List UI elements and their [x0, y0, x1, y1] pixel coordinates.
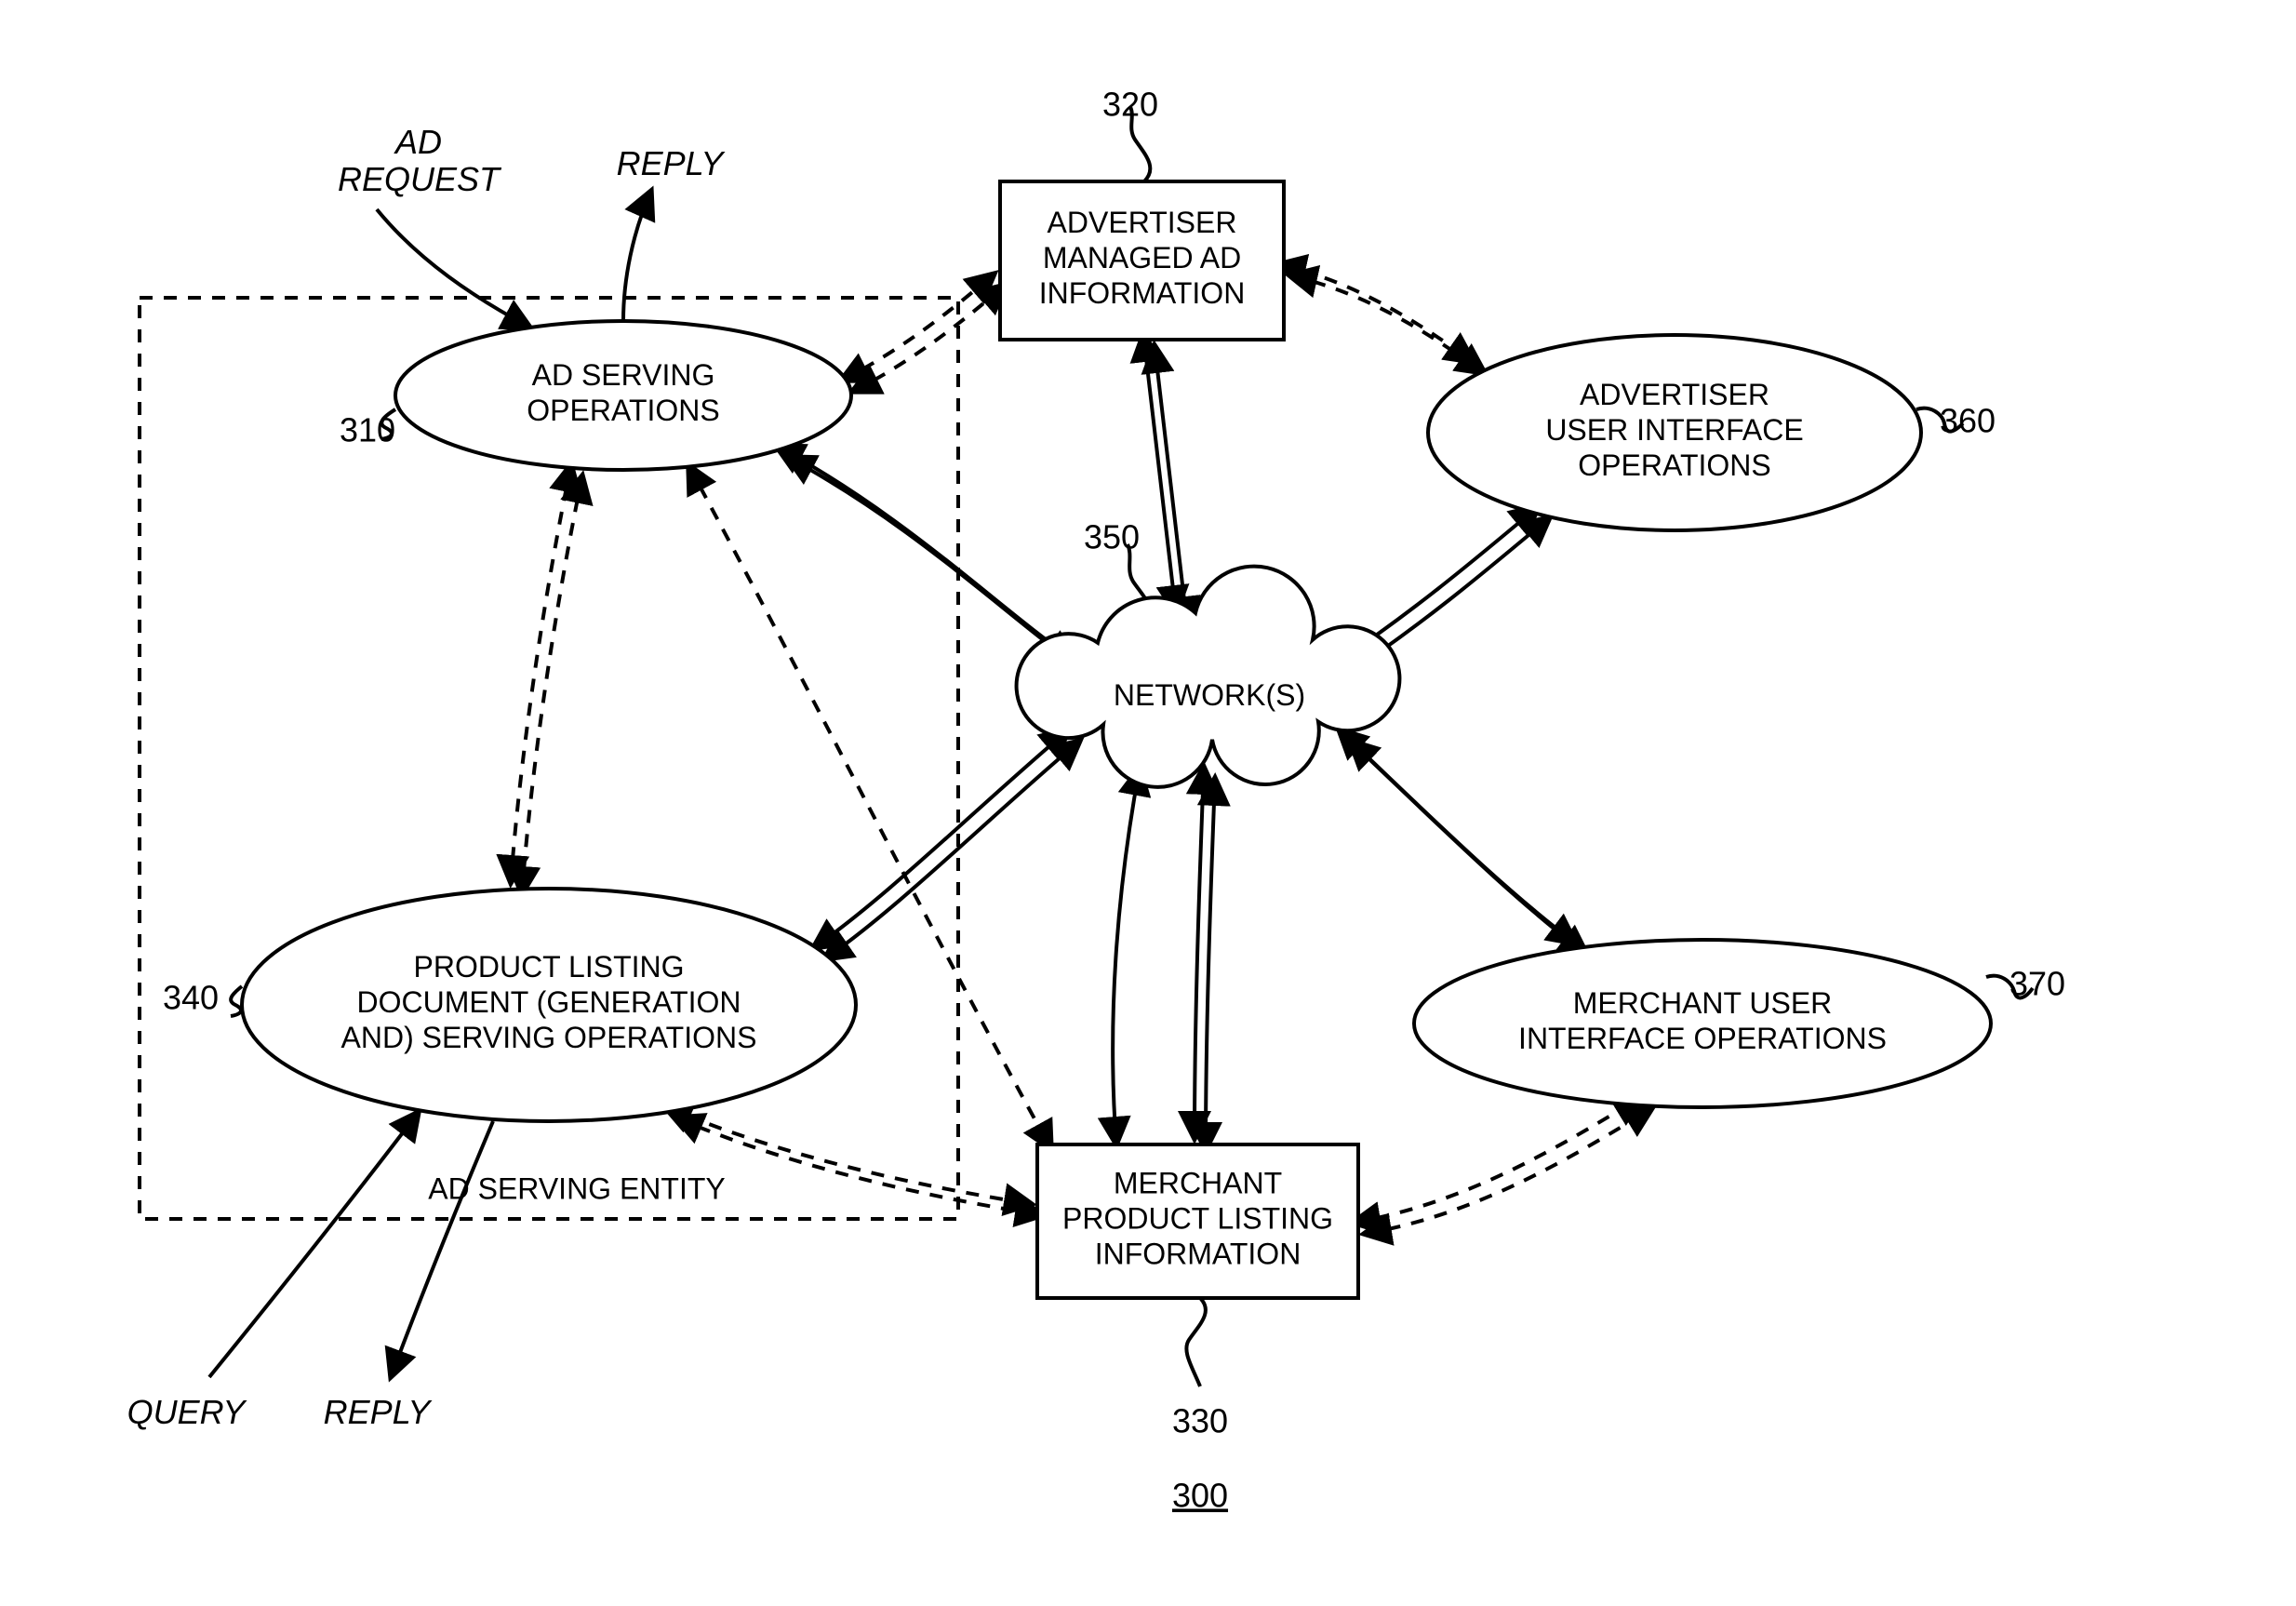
edge-network-merchinfo: [1195, 767, 1204, 1139]
ad-serving-entity-label: AD SERVING ENTITY: [428, 1171, 725, 1205]
figure-number: 300: [1172, 1477, 1228, 1515]
edge-adserv-network: [787, 457, 1085, 671]
edge-advinfo-advui: [1289, 275, 1485, 373]
ref-340: 340: [163, 979, 219, 1017]
figure-300: AD SERVING ENTITY AD SERVINGOPERATIONS AD…: [0, 0, 2296, 1606]
io-label-pl_reply: REPLY: [324, 1393, 434, 1431]
node-network-label: NETWORK(S): [1114, 678, 1305, 712]
edge-network-merchinfo: [1206, 778, 1215, 1150]
edge-adserv-prodlist: [511, 464, 571, 883]
node-merchant_ui: MERCHANT USERINTERFACE OPERATIONS: [1414, 940, 1991, 1107]
node-advertiser_info: ADVERTISERMANAGED ADINFORMATION: [1000, 181, 1284, 340]
node-ad_serving: AD SERVINGOPERATIONS: [395, 321, 851, 470]
node-advertiser_ui: ADVERTISERUSER INTERFACEOPERATIONS: [1428, 335, 1921, 530]
ref-leader-s330: [1186, 1298, 1206, 1386]
ref-320: 320: [1102, 86, 1158, 124]
ref-360: 360: [1940, 402, 1996, 440]
io-label-ad_reply: REPLY: [617, 144, 727, 182]
edge-merchinfo-merchui: [1364, 1108, 1652, 1234]
edge-prodlist-merchinfo: [675, 1118, 1043, 1215]
io-label-ad_request: ADREQUEST: [338, 123, 502, 198]
node-network: NETWORK(S): [1017, 567, 1400, 787]
io-arrow-ad-reply-out: [623, 191, 651, 321]
node-advertiser_ui-label: ADVERTISERUSER INTERFACEOPERATIONS: [1545, 378, 1803, 482]
ref-350: 350: [1084, 518, 1140, 556]
io-arrow-ad-request-in: [377, 209, 530, 328]
edge-adserv-advinfo: [841, 274, 994, 381]
io-arrow-query-in: [209, 1112, 419, 1377]
edge-network-merchinfo-2: [1113, 768, 1140, 1144]
node-product_listing: PRODUCT LISTINGDOCUMENT (GENERATIONAND) …: [242, 889, 856, 1121]
node-merchant_info: MERCHANTPRODUCT LISTINGINFORMATION: [1037, 1144, 1358, 1298]
io-arrow-pl-reply-out: [391, 1121, 493, 1377]
edge-network-prodlist: [813, 729, 1069, 948]
edge-adserv-prodlist: [522, 475, 582, 894]
edge-merchinfo-merchui: [1353, 1097, 1641, 1223]
edge-adserv-advinfo: [852, 285, 1006, 392]
ref-370: 370: [2009, 965, 2065, 1003]
io-label-query: QUERY: [127, 1393, 248, 1431]
edge-network-prodlist: [824, 741, 1080, 959]
ref-330: 330: [1172, 1402, 1228, 1440]
ref-310: 310: [340, 411, 395, 449]
node-advertiser_info-label: ADVERTISERMANAGED ADINFORMATION: [1039, 206, 1246, 310]
